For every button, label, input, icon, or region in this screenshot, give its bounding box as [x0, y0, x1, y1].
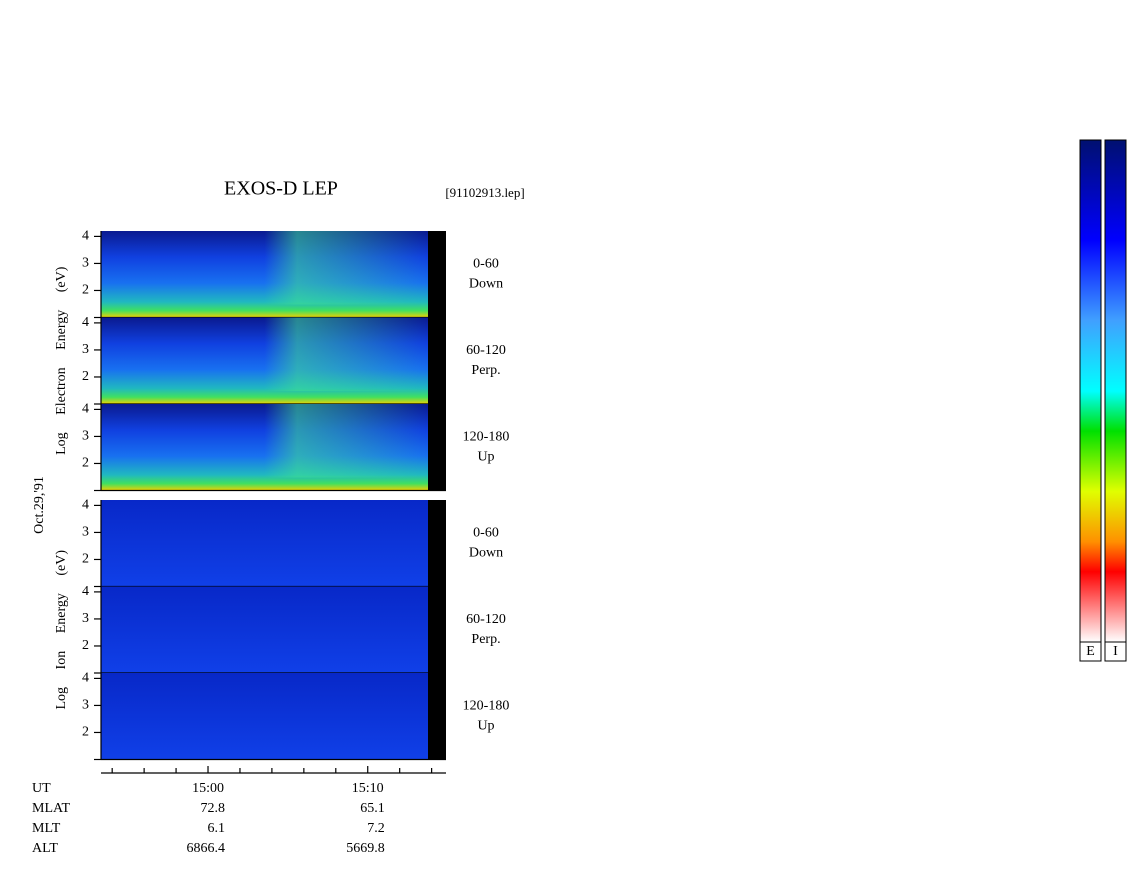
pitch-label: 60-120 [466, 612, 506, 627]
y-tick-label: 4 [82, 229, 89, 244]
no-data [428, 500, 446, 587]
no-data [428, 231, 446, 318]
title: EXOS-D LEP [224, 178, 338, 200]
no-data [428, 404, 446, 491]
y-tick-label: 3 [82, 342, 89, 357]
ephemeris-value: 7.2 [367, 821, 385, 836]
y-axis-label: Log Electron Energy (eV) [54, 266, 69, 455]
y-tick-label: 4 [82, 315, 89, 330]
spectrogram-overlay [101, 317, 428, 392]
spectrogram [101, 586, 428, 673]
y-tick-label: 2 [82, 456, 89, 471]
colorbar-label-box [1079, 641, 1102, 662]
pitch-label: 0-60 [473, 256, 499, 271]
y-tick-label: 3 [82, 698, 89, 713]
direction-label: Perp. [471, 363, 500, 378]
colorbar [1104, 139, 1127, 643]
y-tick-label: 4 [82, 498, 89, 513]
ephemeris-value: 6866.4 [187, 841, 226, 856]
colorbar-label: I [1113, 644, 1118, 659]
colorbar [1079, 139, 1102, 643]
ephemeris-label: MLAT [32, 801, 71, 816]
x-tick-label: 15:10 [352, 781, 384, 796]
direction-label: Perp. [471, 632, 500, 647]
ephemeris-label: UT [32, 781, 51, 796]
direction-label: Down [469, 276, 503, 291]
y-tick-label: 2 [82, 369, 89, 384]
spectrogram-overlay [101, 231, 428, 305]
colorbar-label: E [1086, 644, 1095, 659]
y-tick-label: 2 [82, 283, 89, 298]
spectrogram-overlay [101, 404, 428, 478]
y-axis-label: Log Ion Energy (eV) [54, 550, 69, 710]
ephemeris-value: 5669.8 [346, 841, 385, 856]
y-tick-label: 3 [82, 429, 89, 444]
spectrogram [101, 500, 428, 587]
pitch-label: 0-60 [473, 525, 499, 540]
file-name: [91102913.lep] [445, 185, 524, 200]
ephemeris-value: 72.8 [201, 801, 226, 816]
y-tick-label: 2 [82, 725, 89, 740]
y-tick-label: 4 [82, 584, 89, 599]
ephemeris-value: 65.1 [360, 801, 385, 816]
y-tick-label: 4 [82, 402, 89, 417]
no-data [428, 317, 446, 404]
ephemeris-label: ALT [32, 841, 58, 856]
no-data [428, 586, 446, 673]
y-tick-label: 3 [82, 525, 89, 540]
direction-label: Up [477, 449, 494, 464]
direction-label: Down [469, 545, 503, 560]
pitch-label: 60-120 [466, 343, 506, 358]
direction-label: Up [477, 718, 494, 733]
y-tick-label: 2 [82, 552, 89, 567]
spectrogram [101, 673, 428, 760]
ephemeris-label: MLT [32, 821, 61, 836]
no-data [428, 673, 446, 760]
y-tick-label: 3 [82, 611, 89, 626]
pitch-label: 120-180 [463, 429, 510, 444]
y-tick-label: 2 [82, 638, 89, 653]
x-tick-label: 15:00 [192, 781, 224, 796]
date: Oct.29,'91 [32, 476, 47, 534]
y-tick-label: 3 [82, 256, 89, 271]
colorbar-label-box [1104, 641, 1127, 662]
pitch-label: 120-180 [463, 698, 510, 713]
y-tick-label: 4 [82, 671, 89, 686]
ephemeris-value: 6.1 [208, 821, 226, 836]
